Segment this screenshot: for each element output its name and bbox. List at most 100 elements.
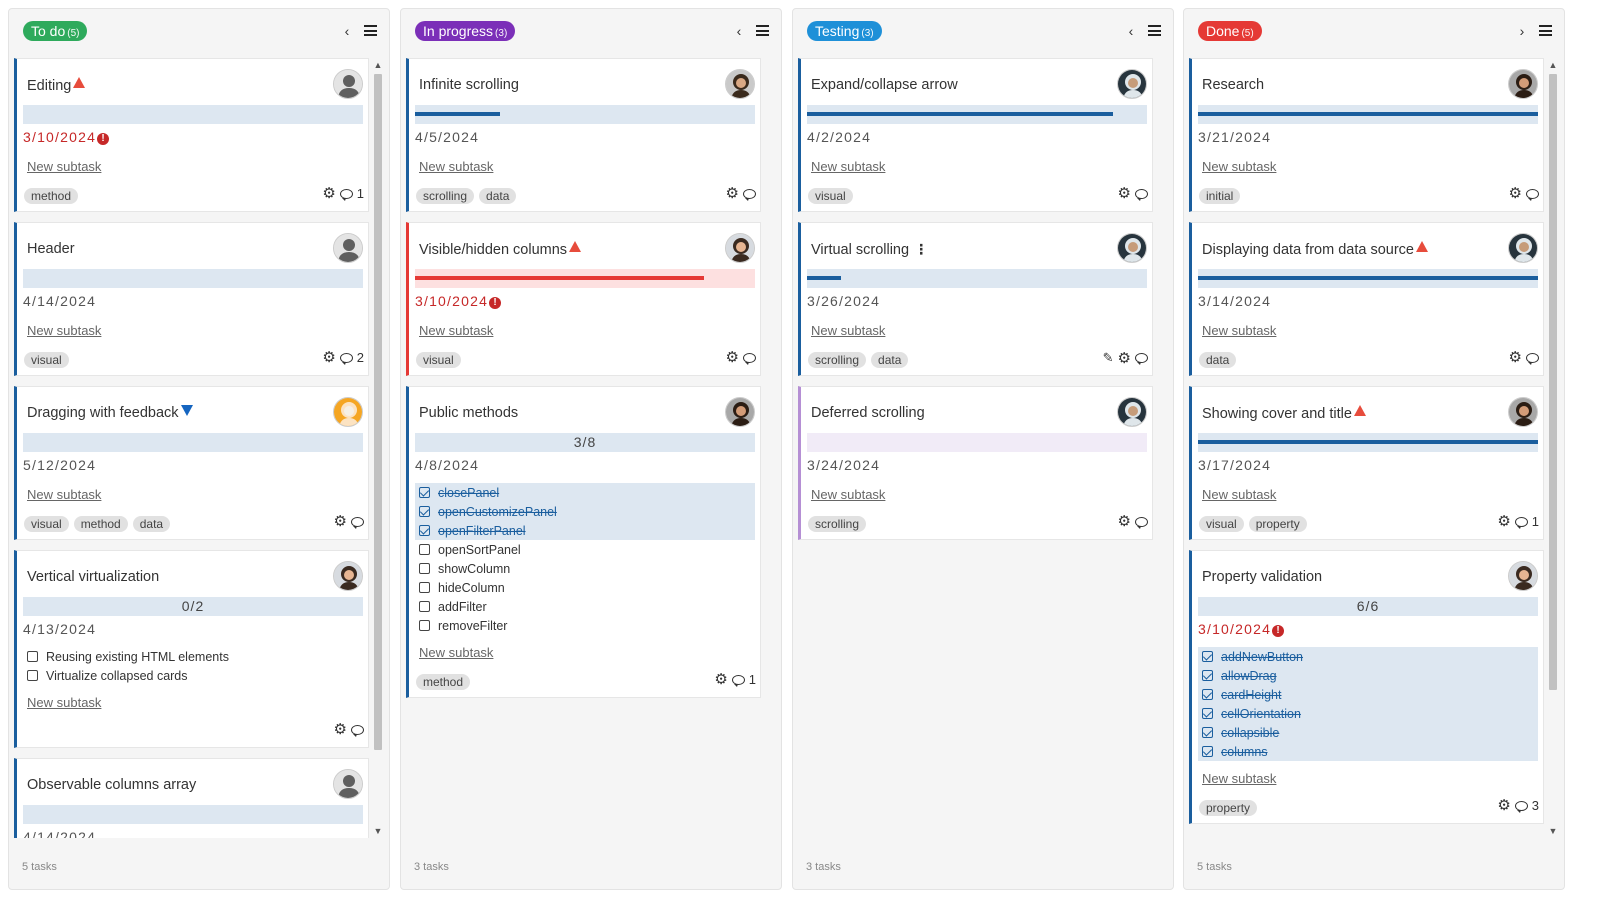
comment-icon[interactable] (351, 516, 364, 529)
checkbox-checked-icon[interactable] (1202, 708, 1213, 719)
checkbox-checked-icon[interactable] (419, 506, 430, 517)
avatar[interactable] (333, 769, 363, 799)
comment-icon[interactable] (1135, 516, 1148, 529)
card-title[interactable]: Visible/hidden columns (419, 241, 582, 258)
subtask-item[interactable]: openSortPanel (415, 540, 755, 559)
avatar[interactable] (1117, 69, 1147, 99)
task-card[interactable]: Infinite scrolling 4/5/2024 New subtask scr… (406, 58, 761, 212)
tag[interactable]: visual (416, 352, 461, 368)
task-card[interactable]: Vertical virtualization 0/2 4/13/2024 Reusi… (14, 550, 369, 748)
subtask-item[interactable]: closePanel (415, 483, 755, 502)
checkbox-checked-icon[interactable] (419, 487, 430, 498)
task-card[interactable]: Deferred scrolling 3/24/2024 New subtask sc… (798, 386, 1153, 540)
card-title[interactable]: Virtual scrolling ⋮ (811, 241, 928, 258)
chevron-right-icon[interactable]: › (1519, 23, 1525, 39)
chevron-left-icon[interactable]: ‹ (1128, 23, 1134, 39)
tag[interactable]: initial (1199, 188, 1241, 204)
comment-icon[interactable] (743, 352, 756, 365)
checkbox-checked-icon[interactable] (1202, 651, 1213, 662)
menu-icon[interactable] (1148, 25, 1161, 36)
new-subtask-link[interactable]: New subtask (811, 487, 886, 502)
card-title[interactable]: Deferred scrolling (811, 405, 925, 421)
task-card[interactable]: Visible/hidden columns 3/10/2024! New subt… (406, 222, 761, 376)
tag[interactable]: scrolling (808, 516, 867, 532)
subtask-item[interactable]: collapsible (1198, 723, 1538, 742)
comment-icon[interactable] (743, 188, 756, 201)
task-card[interactable]: Research 3/21/2024 New subtask initial ⚙ (1189, 58, 1544, 212)
subtask-item[interactable]: addNewButton (1198, 647, 1538, 666)
card-title[interactable]: Editing (27, 77, 86, 94)
chevron-up-icon[interactable]: ▲ (373, 60, 383, 70)
task-card[interactable]: Dragging with feedback 5/12/2024 New subta… (14, 386, 369, 540)
comment-icon[interactable] (339, 352, 353, 365)
checkbox-icon[interactable] (419, 544, 430, 555)
gear-icon[interactable]: ⚙ (333, 513, 347, 530)
checkbox-checked-icon[interactable] (1202, 746, 1213, 757)
card-title[interactable]: Header (27, 241, 75, 257)
edit-icon[interactable]: ✎ (1102, 350, 1114, 365)
tag[interactable]: data (871, 352, 909, 368)
subtask-item[interactable]: removeFilter (415, 616, 755, 635)
comment-icon[interactable] (351, 724, 364, 737)
tag[interactable]: method (416, 674, 471, 690)
card-title[interactable]: Public methods (419, 405, 518, 421)
card-title[interactable]: Displaying data from data source (1202, 241, 1428, 258)
tag[interactable]: property (1199, 800, 1258, 816)
subtask-item[interactable]: openCustomizePanel (415, 502, 755, 521)
avatar[interactable] (333, 397, 363, 427)
subtask-item[interactable]: showColumn (415, 559, 755, 578)
gear-icon[interactable]: ⚙ (1508, 349, 1522, 366)
comment-icon[interactable] (1526, 352, 1539, 365)
card-title[interactable]: Showing cover and title (1202, 405, 1366, 422)
new-subtask-link[interactable]: New subtask (1202, 323, 1277, 338)
scrollbar[interactable]: ▲ ▼ (371, 58, 385, 838)
tag[interactable]: data (1199, 352, 1237, 368)
new-subtask-link[interactable]: New subtask (1202, 159, 1277, 174)
avatar[interactable] (333, 561, 363, 591)
tag[interactable]: visual (1199, 516, 1244, 532)
task-card[interactable]: Showing cover and title 3/17/2024 New subt… (1189, 386, 1544, 540)
task-card[interactable]: Public methods 3/8 4/8/2024 closePanel openC… (406, 386, 761, 698)
card-title[interactable]: Expand/collapse arrow (811, 77, 958, 93)
new-subtask-link[interactable]: New subtask (811, 159, 886, 174)
comment-icon[interactable] (1135, 188, 1148, 201)
gear-icon[interactable]: ⚙ (1497, 797, 1511, 814)
subtask-item[interactable]: allowDrag (1198, 666, 1538, 685)
avatar[interactable] (1508, 69, 1538, 99)
task-card[interactable]: Expand/collapse arrow 4/2/2024 New subtask… (798, 58, 1153, 212)
checkbox-icon[interactable] (419, 563, 430, 574)
checkbox-icon[interactable] (27, 670, 38, 681)
card-title[interactable]: Vertical virtualization (27, 569, 159, 585)
scroll-thumb[interactable] (374, 74, 382, 750)
task-card[interactable]: Virtual scrolling ⋮ 3/26/2024 New subtask sc… (798, 222, 1153, 376)
tag[interactable]: scrolling (808, 352, 867, 368)
tag[interactable]: visual (24, 516, 69, 532)
subtask-item[interactable]: Reusing existing HTML elements (23, 647, 363, 666)
new-subtask-link[interactable]: New subtask (419, 159, 494, 174)
new-subtask-link[interactable]: New subtask (1202, 771, 1277, 786)
tag[interactable]: scrolling (416, 188, 475, 204)
subtask-item[interactable]: Virtualize collapsed cards (23, 666, 363, 685)
scroll-thumb[interactable] (1549, 74, 1557, 690)
gear-icon[interactable]: ⚙ (333, 721, 347, 738)
gear-icon[interactable]: ⚙ (1117, 349, 1131, 367)
tag[interactable]: method (24, 188, 79, 204)
checkbox-checked-icon[interactable] (1202, 670, 1213, 681)
card-title[interactable]: Research (1202, 77, 1264, 93)
subtask-item[interactable]: cardHeight (1198, 685, 1538, 704)
tag[interactable]: data (479, 188, 517, 204)
tag[interactable]: property (1248, 516, 1307, 532)
chevron-left-icon[interactable]: ‹ (344, 23, 350, 39)
checkbox-icon[interactable] (27, 651, 38, 662)
column-title-badge[interactable]: In progress (3) (415, 21, 516, 41)
subtask-item[interactable]: openFilterPanel (415, 521, 755, 540)
card-title[interactable]: Property validation (1202, 569, 1322, 585)
checkbox-checked-icon[interactable] (1202, 727, 1213, 738)
gear-icon[interactable]: ⚙ (725, 185, 739, 202)
menu-icon[interactable] (364, 25, 377, 36)
avatar[interactable] (1508, 561, 1538, 591)
comment-icon[interactable] (1514, 800, 1528, 813)
gear-icon[interactable]: ⚙ (1508, 185, 1522, 202)
new-subtask-link[interactable]: New subtask (27, 695, 102, 710)
gear-icon[interactable]: ⚙ (1117, 513, 1131, 530)
